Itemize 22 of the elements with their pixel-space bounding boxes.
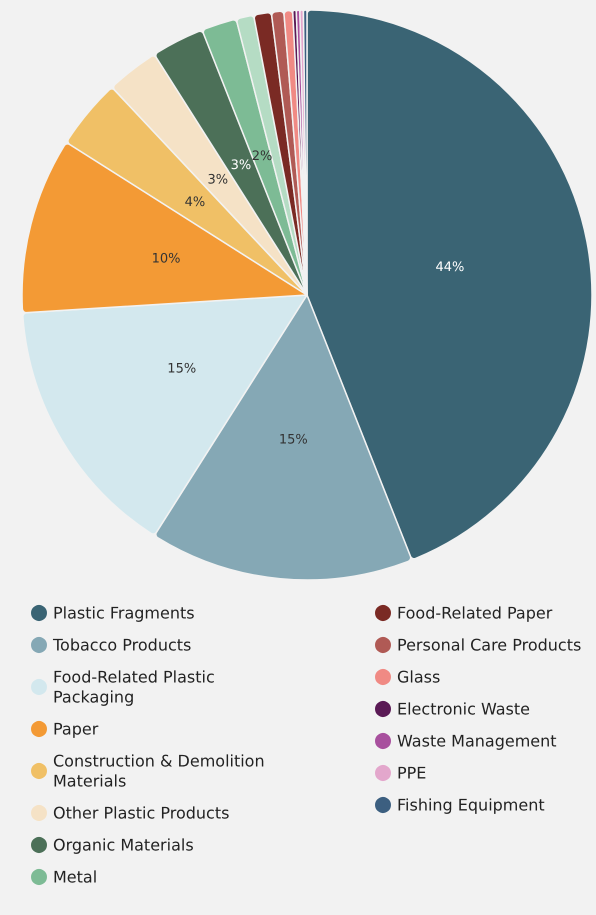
legend-label: Food-Related Plastic Packaging [53, 668, 220, 706]
legend-label: Food-Related Paper [397, 604, 553, 622]
data-label: 44% [435, 260, 464, 276]
legend-label: Tobacco Products [52, 636, 192, 654]
legend-label: Waste Management [397, 732, 557, 750]
legend-label: PPE [397, 764, 426, 782]
legend-label: Glass [397, 668, 440, 686]
data-label: 10% [152, 251, 181, 266]
legend-label: Organic Materials [53, 836, 194, 854]
legend-label: Electronic Waste [397, 700, 530, 718]
legend-label: Paper [53, 720, 99, 738]
data-label: 3% [230, 158, 252, 173]
legend-label: Plastic Fragments [53, 604, 195, 622]
legend-label: Construction & Demolition Materials [53, 752, 270, 790]
legend-label: Personal Care Products [397, 636, 582, 654]
data-label: 3% [208, 172, 228, 188]
data-label: 15% [278, 432, 308, 448]
data-label: 15% [167, 362, 196, 377]
legend-label: Other Plastic Products [53, 804, 230, 822]
data-label: 4% [184, 194, 206, 210]
legend-label: Fishing Equipment [397, 796, 545, 814]
legend-label: Metal [53, 868, 98, 886]
